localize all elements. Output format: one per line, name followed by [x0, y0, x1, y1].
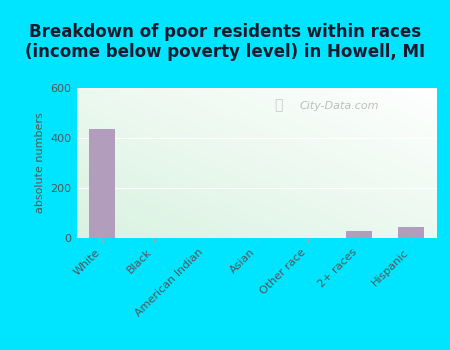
Text: ⓘ: ⓘ: [274, 99, 283, 113]
Y-axis label: absolute numbers: absolute numbers: [35, 112, 45, 213]
Text: City-Data.com: City-Data.com: [300, 100, 379, 111]
Bar: [398, 228, 423, 238]
Bar: [346, 231, 372, 238]
Text: Breakdown of poor residents within races
(income below poverty level) in Howell,: Breakdown of poor residents within races…: [25, 23, 425, 61]
Bar: [90, 129, 115, 238]
